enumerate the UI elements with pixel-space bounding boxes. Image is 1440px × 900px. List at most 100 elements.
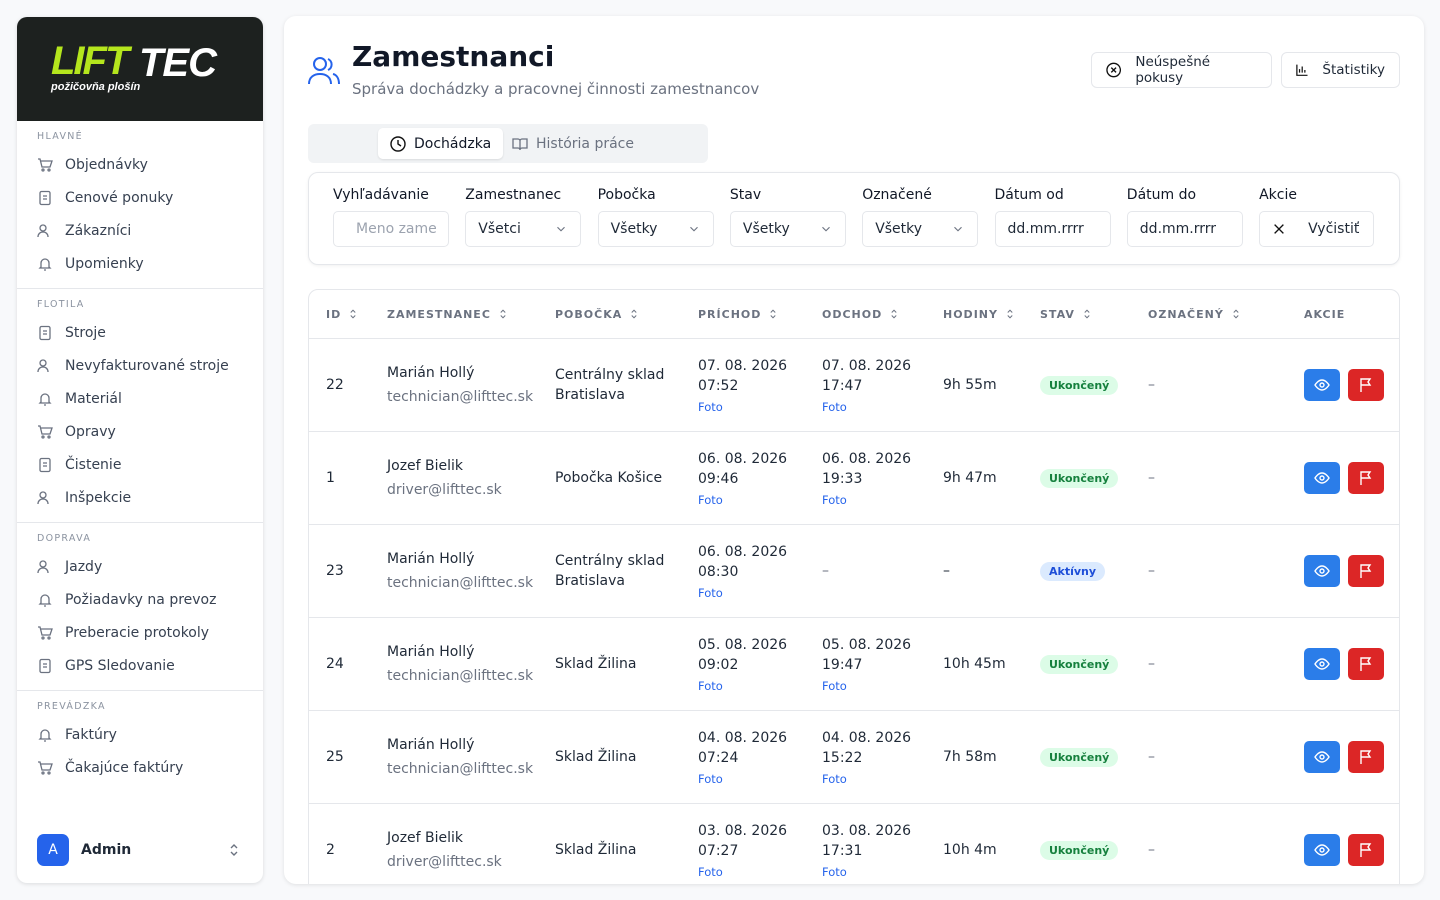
table-row: 23 Marián Hollý technician@lifttec.sk Centr… [309,524,1399,617]
user-menu[interactable]: A Admin [17,817,263,883]
filter-input[interactable]: Všetky [597,211,714,247]
nav-item[interactable]: Čakajúce faktúry [17,751,263,784]
flag-button[interactable] [1348,369,1384,401]
view-button[interactable] [1304,741,1340,773]
tab-label: História práce [536,135,634,152]
table-cell: 22 [326,339,376,431]
view-button[interactable] [1304,555,1340,587]
date: – [822,563,829,579]
photo-link[interactable]: Foto [698,679,723,693]
filter-input[interactable]: Všetci [465,211,582,247]
column-header[interactable]: ZAMESTNANEC [387,290,509,338]
nav-item[interactable]: GPS Sledovanie [17,649,263,682]
logo[interactable]: LIFT TEC požičovňa plošín [17,17,263,121]
flag-button[interactable] [1348,741,1384,773]
sort-icon [347,308,359,320]
flag-button[interactable] [1348,834,1384,866]
view-button[interactable] [1304,462,1340,494]
tab[interactable]: Dochádzka [378,128,504,159]
nav-label: Opravy [65,423,116,440]
filter-input[interactable]: Všetky [862,211,979,247]
filter-input[interactable]: Meno zame [333,211,449,247]
column-header[interactable]: ID [326,290,359,338]
table-cell: Ukončený [1040,711,1140,803]
view-button[interactable] [1304,834,1340,866]
filter-label: Zamestnanec [465,187,562,203]
marked: – [1148,842,1155,858]
filter: Dátum do dd.mm.rrrr [1126,187,1243,247]
column-header: AKCIE [1304,290,1345,338]
filter-input[interactable]: dd.mm.rrrr [1126,211,1243,247]
hours: 9h 47m [943,470,997,486]
nav-item[interactable]: Opravy [17,415,263,448]
photo-link[interactable]: Foto [822,772,847,786]
filter-input[interactable]: dd.mm.rrrr [994,211,1111,247]
employee-name: Jozef Bielik [387,830,464,846]
filter-label: Dátum do [1126,187,1197,203]
photo-link[interactable]: Foto [698,865,723,879]
nav-item[interactable]: Materiál [17,382,263,415]
nav-item[interactable]: Jazdy [17,550,263,583]
nav-item[interactable]: Nevyfakturované stroje [17,349,263,382]
flag-button[interactable] [1348,462,1384,494]
flag-button[interactable] [1348,648,1384,680]
view-button[interactable] [1304,648,1340,680]
column-header[interactable]: ODCHOD [822,290,900,338]
nav-icon [37,223,49,237]
photo-link[interactable]: Foto [698,493,723,507]
photo-link[interactable]: Foto [822,493,847,507]
employee-name: Marián Hollý [387,551,475,567]
view-button[interactable] [1304,369,1340,401]
photo-link[interactable]: Foto [698,400,723,414]
tab[interactable]: História práce [500,128,646,159]
photo-link[interactable]: Foto [698,586,723,600]
nav-label: Požiadavky na prevoz [65,591,217,608]
page-title: Zamestnanci [352,40,555,73]
column-header[interactable]: PRÍCHOD [698,290,779,338]
flag-button[interactable] [1348,555,1384,587]
branch: Sklad Žilina [555,656,637,672]
branch: Pobočka Košice [555,470,663,486]
column-header[interactable]: OZNAČENÝ [1148,290,1242,338]
nav-item[interactable]: Upomienky [17,247,263,280]
nav-icon [37,490,49,504]
nav-item[interactable]: Zákazníci [17,214,263,247]
table-cell: Marián Hollý technician@lifttec.sk [387,339,547,431]
table-row: 25 Marián Hollý technician@lifttec.sk Sklad… [309,710,1399,803]
date: 03. 08. 2026 [698,823,788,839]
nav-item[interactable]: Čistenie [17,448,263,481]
header-label: ID [326,307,342,321]
filter-input[interactable]: Všetky [729,211,846,247]
column-header[interactable]: HODINY [943,290,1016,338]
photo-link[interactable]: Foto [822,400,847,414]
column-header[interactable]: POBOČKA [555,290,640,338]
photo-link[interactable]: Foto [822,679,847,693]
photo-link[interactable]: Foto [698,772,723,786]
nav-label: Jazdy [65,558,103,575]
filter: Dátum od dd.mm.rrrr [994,187,1111,247]
chevron-icon [230,844,238,856]
nav-item[interactable]: Objednávky [17,148,263,181]
sort-icon [888,308,900,320]
failed-attempts-button[interactable]: Neúspešné pokusy [1091,52,1272,88]
table-cell: 25 [326,711,376,803]
nav-item[interactable]: Požiadavky na prevoz [17,583,263,616]
nav-item[interactable]: Inšpekcie [17,481,263,514]
statistics-button[interactable]: Štatistiky [1281,52,1400,88]
section-title: PREVÁDZKA [37,701,106,712]
nav-item[interactable]: Stroje [17,316,263,349]
column-header[interactable]: STAV [1040,290,1093,338]
hours: 9h 55m [943,377,997,393]
nav-item[interactable]: Faktúry [17,718,263,751]
table-cell: 06. 08. 2026 08:30 Foto [698,525,813,617]
header-label: AKCIE [1304,307,1346,321]
nav-item[interactable]: Cenové ponuky [17,181,263,214]
nav-item[interactable]: Preberacie protokoly [17,616,263,649]
table-cell: 04. 08. 2026 15:22 Foto [822,711,937,803]
header-label: STAV [1040,307,1075,321]
photo-link[interactable]: Foto [822,865,847,879]
filter-input[interactable]: Vyčistiť [1259,211,1375,247]
avatar: A [37,834,69,866]
tab-label: Dochádzka [414,135,492,152]
